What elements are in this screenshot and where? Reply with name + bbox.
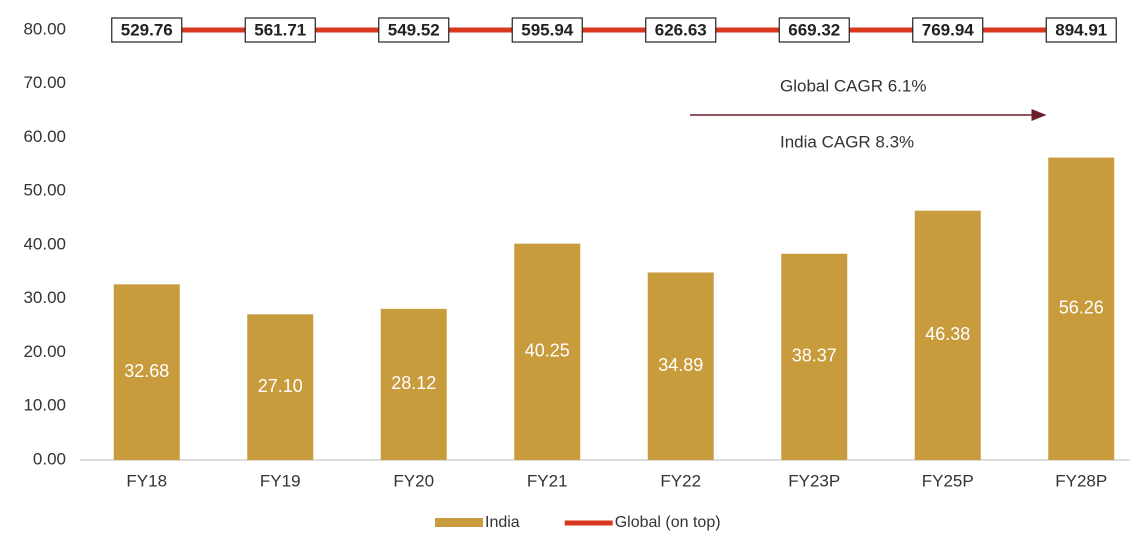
bar bbox=[514, 243, 581, 460]
y-tick-label: 50.00 bbox=[23, 181, 66, 200]
bar bbox=[380, 308, 447, 460]
value-box-label: 669.32 bbox=[788, 20, 840, 39]
legend-label: India bbox=[485, 514, 520, 531]
annotation: India CAGR 8.3% bbox=[780, 132, 914, 151]
value-box bbox=[244, 17, 316, 43]
bar bbox=[781, 253, 848, 460]
y-tick-label: 10.00 bbox=[23, 396, 66, 415]
value-box bbox=[912, 17, 984, 43]
legend-swatch bbox=[435, 518, 483, 527]
value-box bbox=[645, 17, 717, 43]
bar bbox=[113, 284, 180, 460]
value-box-label: 894.91 bbox=[1055, 20, 1107, 39]
bar-value-label: 28.12 bbox=[391, 373, 436, 393]
legend-label: Global (on top) bbox=[615, 514, 721, 531]
x-tick-label: FY28P bbox=[1055, 471, 1107, 490]
bar-value-label: 32.68 bbox=[124, 361, 169, 381]
value-box-label: 549.52 bbox=[388, 20, 440, 39]
bar-value-label: 56.26 bbox=[1059, 298, 1104, 318]
y-tick-label: 80.00 bbox=[23, 19, 66, 38]
value-box bbox=[1045, 17, 1117, 43]
x-tick-label: FY22 bbox=[660, 471, 701, 490]
value-box-label: 626.63 bbox=[655, 20, 707, 39]
x-tick-label: FY19 bbox=[260, 471, 301, 490]
bar-value-label: 38.37 bbox=[792, 346, 837, 366]
bar bbox=[647, 272, 714, 460]
x-tick-label: FY21 bbox=[527, 471, 568, 490]
y-tick-label: 0.00 bbox=[33, 449, 66, 468]
x-tick-label: FY25P bbox=[922, 471, 974, 490]
bar bbox=[1048, 157, 1115, 461]
y-tick-label: 20.00 bbox=[23, 342, 66, 361]
bar bbox=[247, 314, 314, 460]
y-tick-label: 60.00 bbox=[23, 127, 66, 146]
value-box-label: 529.76 bbox=[121, 20, 173, 39]
x-tick-label: FY23P bbox=[788, 471, 840, 490]
value-box-label: 769.94 bbox=[922, 20, 975, 39]
value-box-label: 595.94 bbox=[521, 20, 574, 39]
bar-value-label: 34.89 bbox=[658, 355, 703, 375]
bar-value-label: 46.38 bbox=[925, 324, 970, 344]
y-tick-label: 40.00 bbox=[23, 234, 66, 253]
bar-value-label: 27.10 bbox=[258, 376, 303, 396]
x-tick-label: FY18 bbox=[126, 471, 167, 490]
value-box bbox=[111, 17, 183, 43]
value-box-label: 561.71 bbox=[254, 20, 306, 39]
bar-value-label: 40.25 bbox=[525, 341, 570, 361]
value-box bbox=[378, 17, 450, 43]
y-tick-label: 70.00 bbox=[23, 73, 66, 92]
bar bbox=[914, 210, 981, 460]
y-tick-label: 30.00 bbox=[23, 288, 66, 307]
annotation: Global CAGR 6.1% bbox=[780, 76, 926, 95]
value-box bbox=[778, 17, 850, 43]
value-box bbox=[511, 17, 583, 43]
x-tick-label: FY20 bbox=[393, 471, 434, 490]
